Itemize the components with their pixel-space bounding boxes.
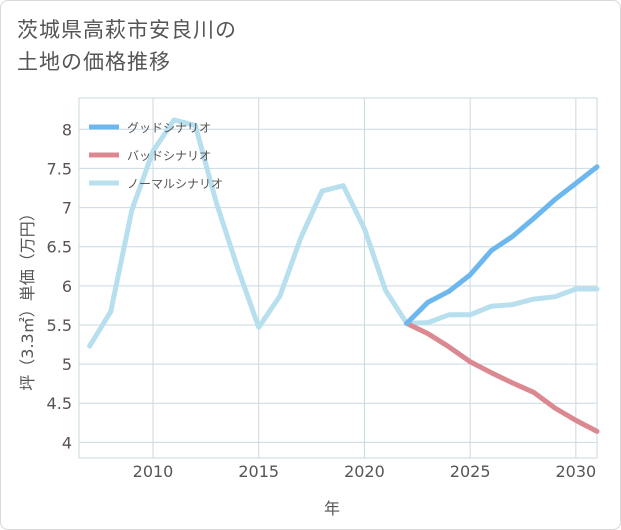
y-tick-label: 5 (62, 355, 72, 374)
legend-label: バッドシナリオ (127, 149, 211, 163)
series-line-1 (404, 320, 600, 434)
plot-area (78, 97, 598, 459)
y-tick-label: 7.5 (47, 159, 72, 178)
tick-labels: 4 4.5 5 5.5 6 6.5 7 7.5 8 2010 2015 2020 2025 2030 (47, 120, 597, 481)
y-tick-label: 6.5 (47, 238, 72, 257)
chart-title: 茨城県高萩市安良川の 土地の価格推移 (17, 18, 237, 74)
y-tick-label: 6 (62, 277, 72, 296)
x-tick-label: 2020 (344, 462, 385, 481)
y-tick-label: 8 (62, 120, 72, 139)
y-tick-label: 4.5 (47, 394, 72, 413)
y-axis-label: 坪（3.3㎡）単価（万円） (18, 205, 37, 390)
x-tick-label: 2025 (450, 462, 491, 481)
series-lines (87, 117, 600, 434)
x-axis-label: 年 (324, 499, 340, 518)
y-tick-label: 7 (62, 199, 72, 218)
x-tick-label: 2030 (555, 462, 596, 481)
series-line-2 (87, 117, 600, 349)
x-tick-label: 2010 (133, 462, 174, 481)
x-tick-label: 2015 (238, 462, 279, 481)
y-tick-label: 4 (62, 433, 72, 452)
grid (78, 97, 598, 459)
series-line-0 (404, 164, 600, 326)
legend-label: グッドシナリオ (127, 121, 211, 135)
y-tick-label: 5.5 (47, 316, 72, 335)
legend-label: ノーマルシナリオ (127, 177, 223, 191)
